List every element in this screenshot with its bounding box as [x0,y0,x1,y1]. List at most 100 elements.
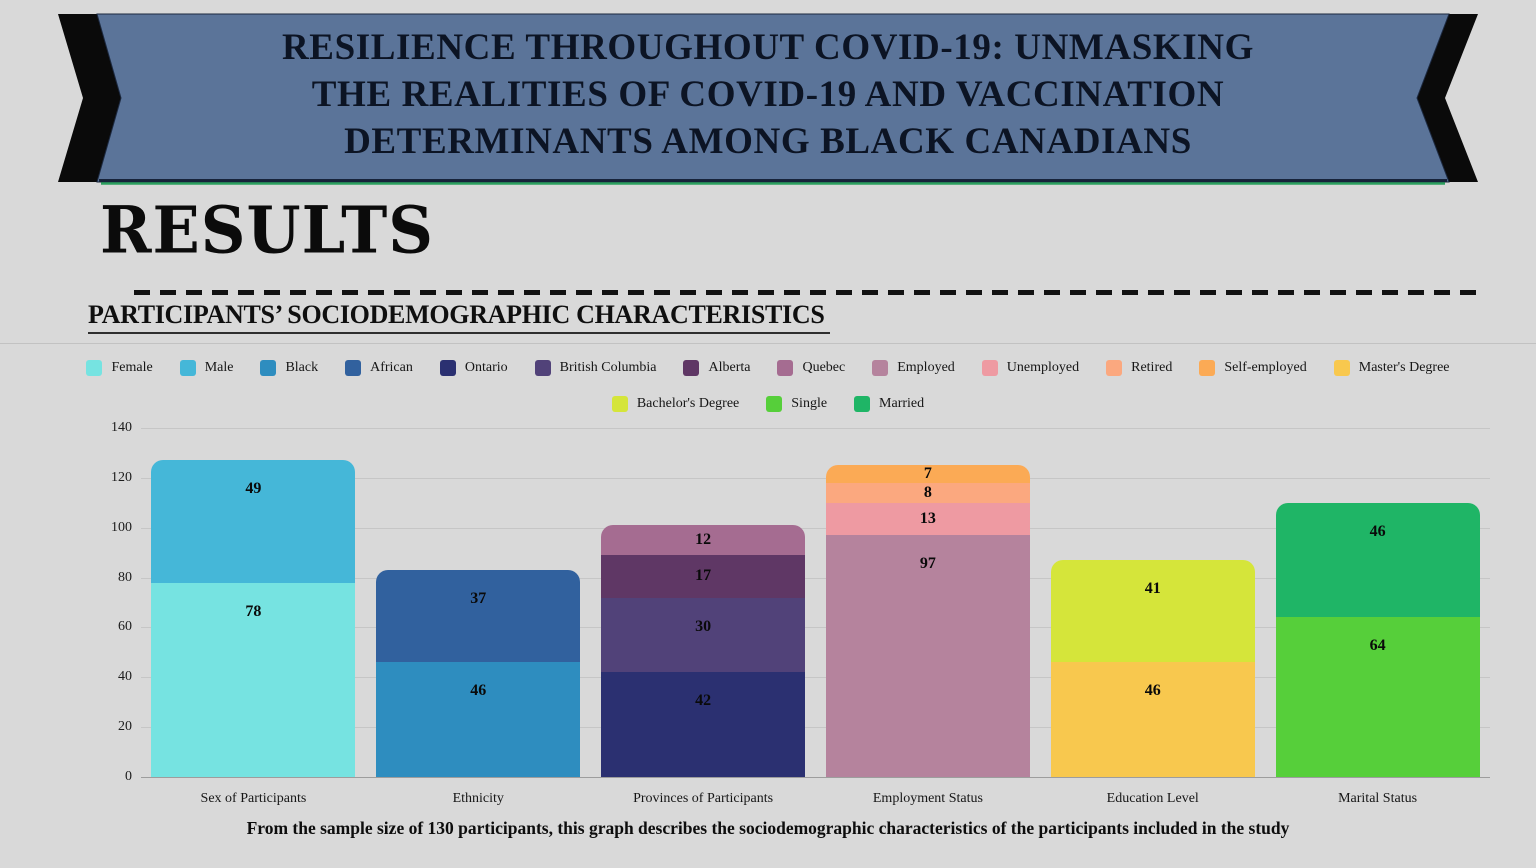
legend-label: Ontario [464,360,508,375]
legend-swatch-icon [1333,360,1350,376]
bar-segment: 64 [1275,617,1480,777]
legend-swatch-icon [981,360,998,376]
plot-area: 78 49 46 37 42 30 17 12 97 13 8 7 46 41 64 46 [141,428,1490,778]
y-tick-label: 20 [118,719,132,735]
bar-value-label: 46 [470,682,487,700]
y-axis: 0 20 40 60 80 100 120 140 [0,420,132,784]
bar-value-label: 49 [245,480,262,498]
bar-segment: 97 [825,535,1030,777]
legend-item: Alberta [683,360,750,376]
poster-title-line3: DETERMINANTS AMONG BLACK CANADIANS [344,121,1192,162]
bar-segment: 42 [601,672,806,777]
legend-item: Self-employed [1199,360,1307,376]
section-divider [0,343,1536,344]
ribbon-right-icon [1417,14,1478,182]
chart-legend-row-2: Bachelor's Degree Single Married [0,396,1536,412]
bar-value-label: 30 [695,617,712,635]
legend-label: Master's Degree [1358,360,1450,375]
legend-label: Married [879,396,925,411]
legend-item: Bachelor's Degree [611,396,739,412]
legend-item: Retired [1106,360,1172,376]
legend-label: Single [791,396,828,411]
gridline [141,428,1490,429]
category-label: Sex of Participants [200,791,307,806]
legend-item: Married [854,396,924,412]
legend-item: Black [260,360,318,376]
y-tick-label: 140 [111,420,132,435]
chart-caption: From the sample size of 130 participants… [246,818,1290,838]
legend-swatch-icon [345,360,362,376]
poster-title-line2: THE REALITIES OF COVID-19 AND VACCINATIO… [311,74,1225,115]
bar-value-label: 41 [1144,580,1161,598]
bar-segment: 46 [376,662,581,777]
legend-item: Ontario [439,360,508,376]
legend-label: Black [285,360,319,375]
legend-item: British Columbia [534,360,656,376]
bar-value-label: 12 [695,531,712,549]
category-label: Education Level [1106,791,1199,806]
y-tick-label: 80 [118,569,132,585]
bar-segment: 8 [825,482,1030,503]
poster-title: RESILIENCE THROUGHOUT COVID-19: UNMASKIN… [170,24,1366,165]
category-label: Provinces of Participants [633,791,774,806]
legend-label: Unemployed [1006,360,1080,375]
bar-segment: 46 [1275,502,1480,618]
bar-segment: 41 [1050,560,1255,663]
legend-label: Male [204,360,234,375]
y-tick-label: 100 [111,519,132,535]
category-label: Employment Status [872,791,983,806]
legend-swatch-icon [854,396,871,412]
poster-title-line1: RESILIENCE THROUGHOUT COVID-19: UNMASKIN… [281,27,1254,68]
banner-panel [96,13,1450,183]
gridline [141,527,1490,529]
legend-swatch-icon [872,360,889,376]
bar-value-label: 64 [1369,637,1386,655]
gridline [141,577,1490,579]
title-banner [58,13,1478,185]
bar-segment: 49 [151,460,356,583]
legend-swatch-icon [179,360,196,376]
bar-segment: 17 [601,555,806,598]
legend-swatch-icon [439,360,456,376]
bar-value-label: 17 [695,567,712,585]
y-tick-label: 120 [111,469,132,485]
legend-swatch-icon [611,396,628,412]
gridline [141,627,1490,629]
dashed-divider [134,290,1478,295]
results-heading: RESULTS [100,192,435,268]
bar-value-label: 7 [923,465,932,483]
legend-swatch-icon [534,360,551,376]
chart-legend-row-1: Female Male Black African Ontario British Col… [0,360,1536,376]
legend-label: Quebec [802,360,846,375]
legend-item: Quebec [777,360,845,376]
bar-segment: 13 [825,502,1030,536]
legend-item: African [345,360,413,376]
legend-swatch-icon [766,396,783,412]
legend-swatch-icon [777,360,794,376]
bar-segment: 12 [601,525,806,556]
legend-swatch-icon [260,360,277,376]
category-label: Ethnicity [452,791,504,806]
y-tick-label: 0 [125,769,132,784]
legend-label: African [370,360,413,375]
gridline [141,727,1490,729]
bar-value-label: 46 [1144,682,1161,700]
gridline [141,477,1490,479]
category-label: Marital Status [1338,791,1418,806]
bar-value-label: 8 [923,483,932,501]
bar-segment: 7 [825,465,1030,483]
bar-segment: 37 [376,570,581,663]
y-tick-label: 60 [118,619,132,635]
legend-swatch-icon [1106,360,1123,376]
legend-label: Employed [897,360,955,375]
x-axis: Sex of Participants Ethnicity Provinces of… [141,785,1490,809]
legend-label: Alberta [708,360,751,375]
legend-item: Master's Degree [1333,360,1450,376]
legend-item: Single [766,396,827,412]
legend-item: Male [179,360,234,376]
bar-segment: 30 [601,597,806,673]
legend-swatch-icon [1199,360,1216,376]
legend-item: Employed [872,360,955,376]
legend-item: Female [86,360,153,376]
ribbon-left-icon [58,14,121,182]
